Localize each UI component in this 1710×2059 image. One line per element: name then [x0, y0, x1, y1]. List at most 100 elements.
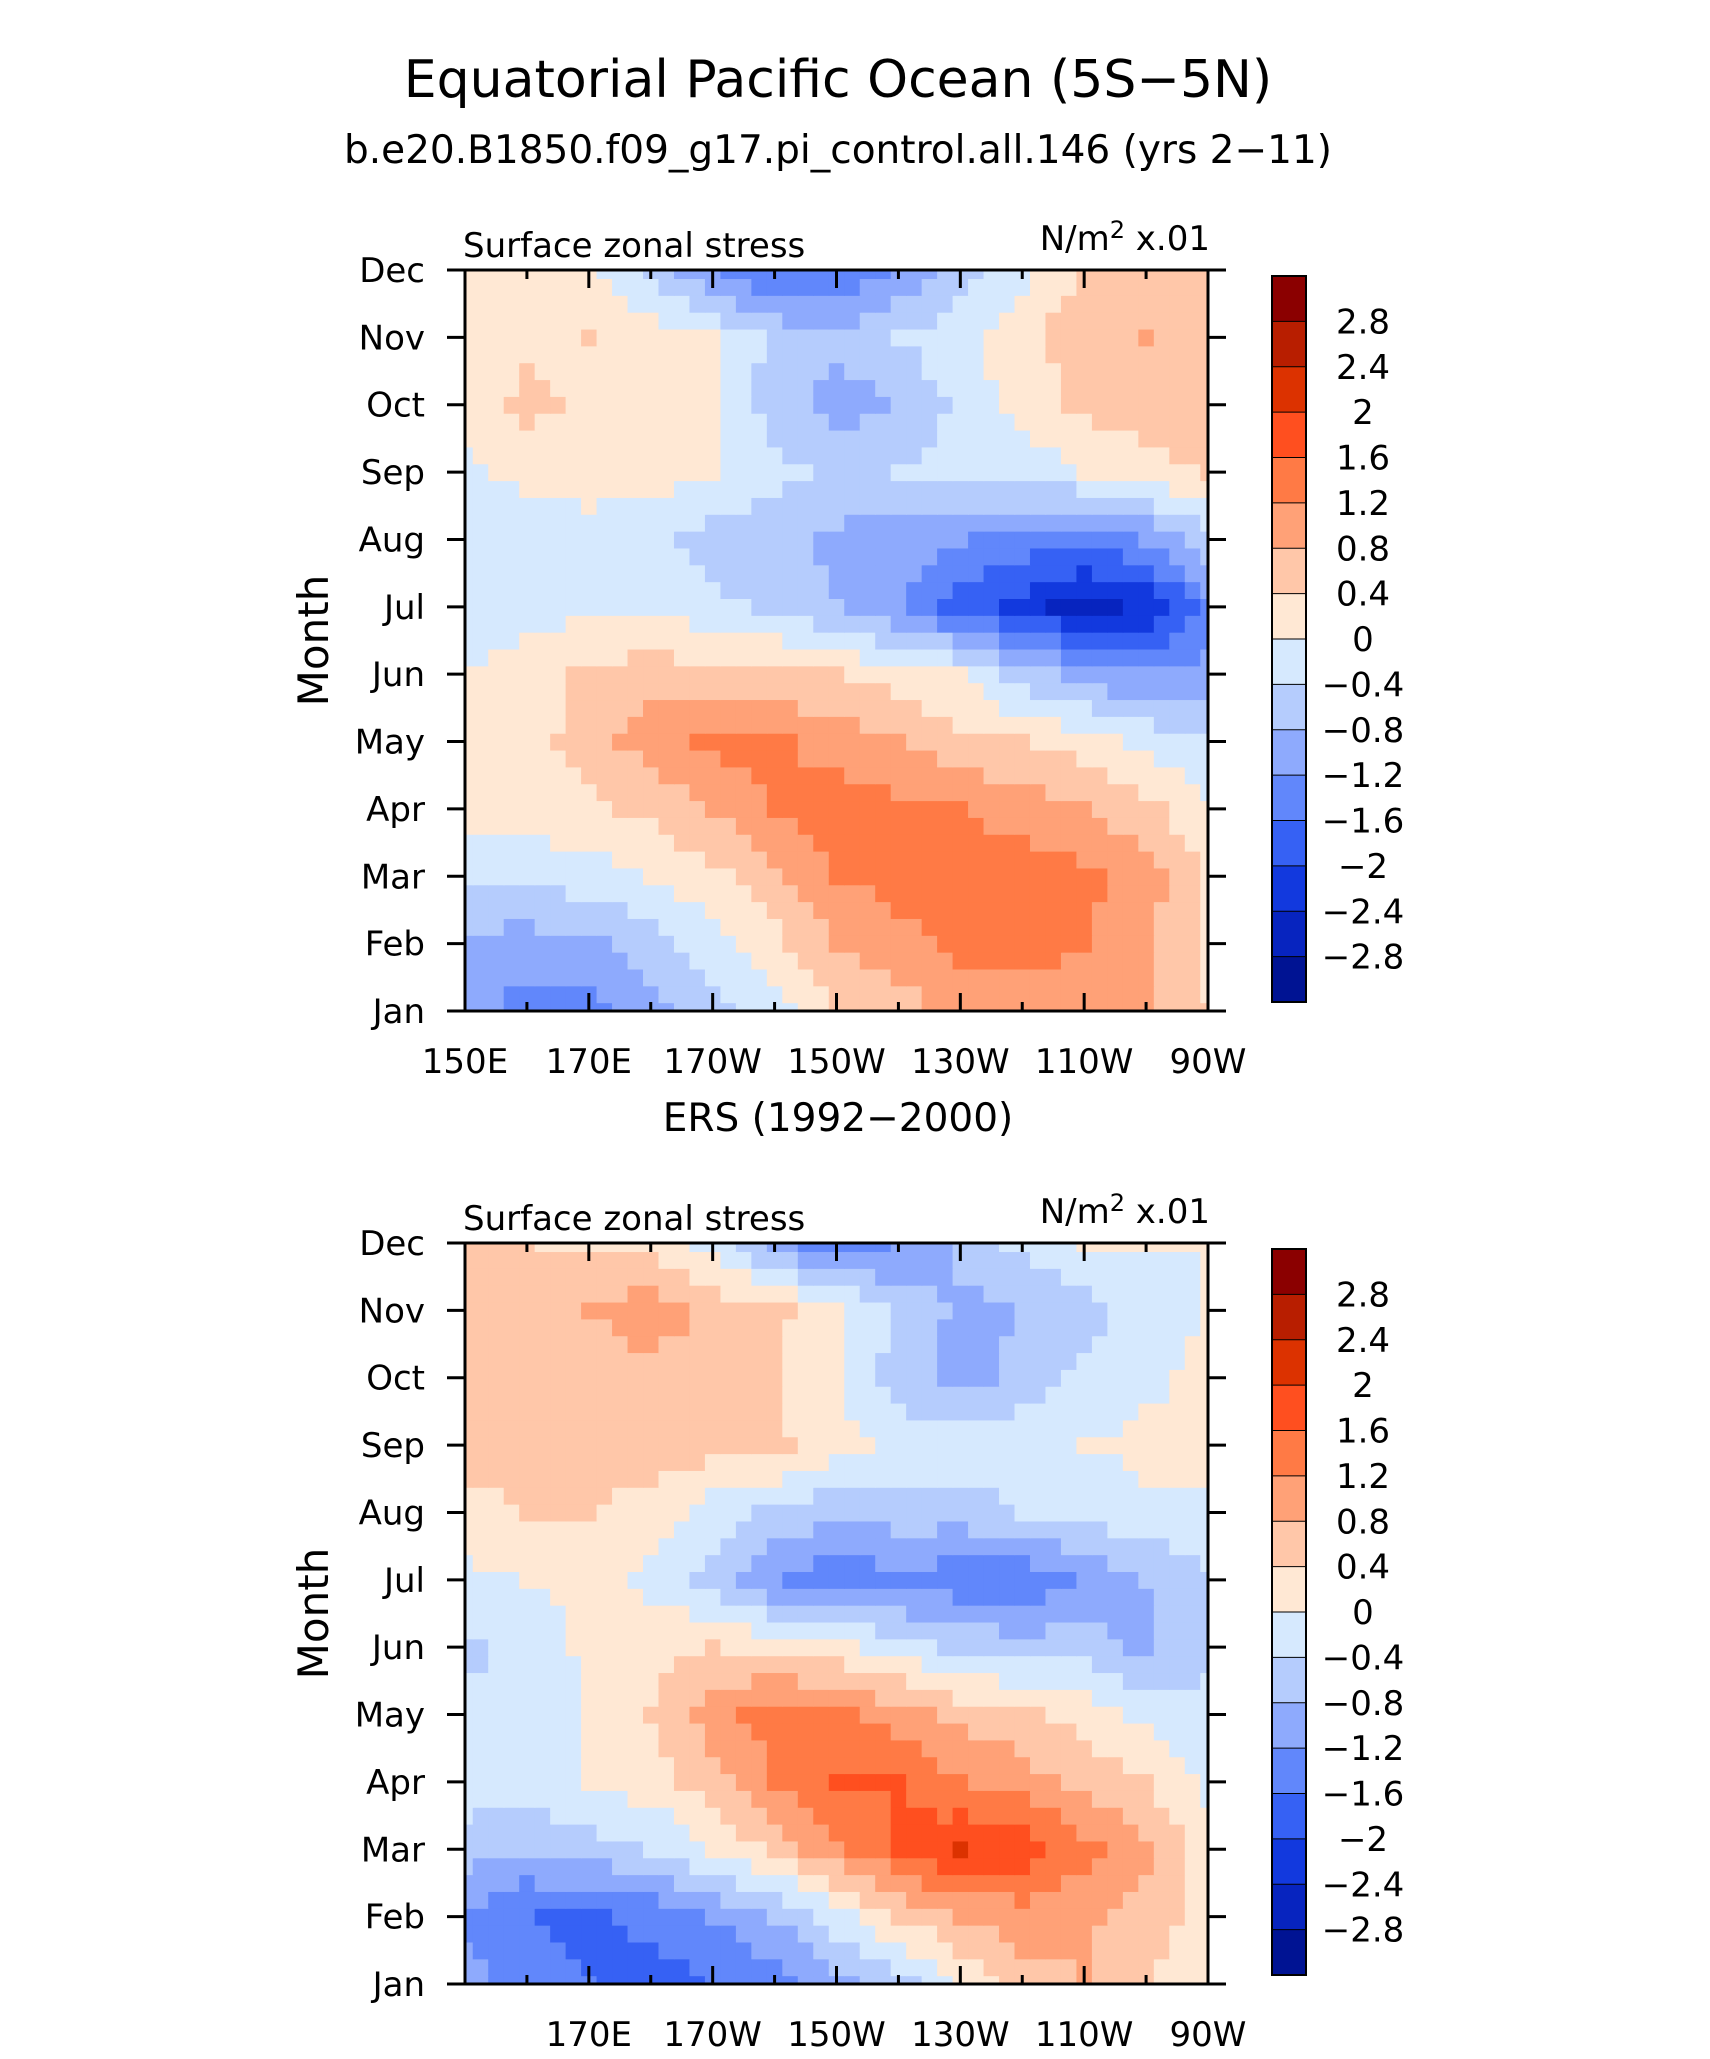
field-cell: [999, 1554, 1016, 1572]
field-cell: [627, 1251, 644, 1269]
y-tick-label: Feb: [365, 925, 425, 965]
field-cell: [844, 716, 861, 734]
field-cell: [1076, 1301, 1093, 1320]
field-cell: [1184, 328, 1201, 347]
x-tick-label: 130W: [911, 1042, 1010, 1082]
field-cell: [1169, 733, 1186, 751]
field-cell: [488, 362, 505, 381]
field-cell: [875, 1386, 892, 1404]
field-cell: [673, 682, 691, 701]
field-cell: [1184, 682, 1201, 701]
field-cell: [968, 1790, 985, 1808]
field-cell: [1169, 1419, 1186, 1438]
field-cell: [720, 1672, 737, 1690]
field-cell: [859, 514, 876, 532]
field-cell: [797, 867, 814, 886]
field-cell: [658, 1436, 675, 1455]
field-cell: [828, 699, 845, 717]
field-cell: [596, 1318, 613, 1337]
colorbar-label: 0: [1352, 1593, 1374, 1633]
field-cell: [472, 1722, 489, 1741]
field-cell: [519, 1824, 536, 1842]
field-cell: [720, 1621, 737, 1640]
field-cell: [844, 1958, 861, 1977]
field-cell: [813, 1571, 830, 1589]
field-cell: [704, 1638, 722, 1657]
field-cell: [643, 312, 660, 330]
field-cell: [720, 1588, 737, 1606]
field-cell: [859, 1773, 876, 1791]
field-cell: [875, 1941, 892, 1960]
field-cell: [890, 396, 907, 414]
field-cell: [1169, 1857, 1186, 1876]
field-cell: [797, 446, 814, 465]
field-cell: [735, 1706, 752, 1724]
field-cell: [1076, 884, 1093, 903]
field-cell: [797, 968, 814, 987]
field-cell: [952, 564, 969, 583]
field-cell: [1200, 1554, 1208, 1572]
field-cell: [921, 497, 938, 515]
field-cell: [565, 312, 582, 330]
field-cell: [1091, 615, 1108, 633]
field-cell: [844, 278, 861, 296]
units-label: N/m2 x.01: [1040, 1189, 1210, 1232]
field-cell: [720, 851, 737, 869]
field-cell: [968, 800, 985, 818]
field-cell: [658, 1470, 675, 1488]
field-cell: [643, 1638, 660, 1657]
field-cell: [1045, 1537, 1062, 1556]
field-cell: [519, 918, 536, 936]
field-cell: [465, 1739, 474, 1758]
field-cell: [751, 547, 768, 566]
field-cell: [968, 270, 985, 280]
field-cell: [921, 1285, 938, 1303]
field-cell: [968, 733, 985, 751]
field-cell: [735, 1554, 752, 1572]
field-cell: [658, 1504, 675, 1522]
field-cell: [472, 1487, 489, 1505]
field-cell: [488, 918, 505, 936]
field-cell: [1060, 429, 1078, 448]
field-cell: [983, 749, 1000, 768]
field-cell: [1060, 1554, 1078, 1572]
field-cell: [1060, 1756, 1078, 1775]
field-cell: [612, 1925, 629, 1943]
field-cell: [627, 480, 644, 498]
field-cell: [952, 531, 969, 549]
field-cell: [627, 1672, 644, 1690]
field-cell: [1045, 278, 1062, 296]
field-cell: [766, 749, 783, 768]
field-cell: [859, 918, 876, 936]
field-cell: [1200, 867, 1208, 886]
y-tick-label: Oct: [366, 1359, 425, 1399]
field-cell: [906, 665, 923, 684]
field-cell: [735, 1908, 752, 1926]
field-cell: [983, 1790, 1000, 1808]
field-cell: [643, 851, 660, 869]
field-cell: [813, 834, 830, 852]
field-cell: [859, 1002, 876, 1011]
field-cell: [1029, 1386, 1047, 1404]
field-cell: [937, 1807, 954, 1825]
field-cell: [1060, 1335, 1078, 1354]
field-cell: [735, 1318, 752, 1337]
field-cell: [1045, 1386, 1062, 1404]
field-cell: [813, 800, 830, 818]
field-cell: [952, 1941, 969, 1960]
field-cell: [720, 733, 737, 751]
field-cell: [1138, 1773, 1155, 1791]
field-cell: [813, 463, 830, 482]
field-cell: [1029, 1874, 1047, 1892]
field-cell: [534, 1335, 551, 1354]
field-cell: [782, 901, 799, 919]
field-cell: [581, 935, 598, 953]
field-cell: [906, 1402, 923, 1421]
field-cell: [828, 1318, 845, 1337]
field-cell: [581, 1672, 598, 1690]
field-cell: [581, 312, 598, 330]
field-cell: [1045, 1807, 1062, 1825]
field-cell: [472, 328, 489, 347]
field-cell: [1169, 1874, 1186, 1892]
field-cell: [1184, 632, 1201, 650]
